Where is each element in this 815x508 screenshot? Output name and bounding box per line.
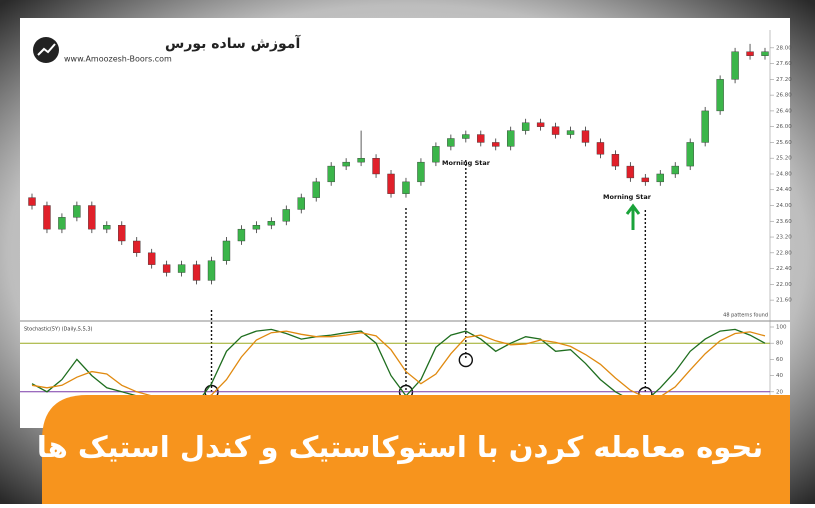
candle-body [417, 161, 425, 183]
candle-body [357, 158, 365, 163]
pattern-count: 48 patterns found [723, 313, 768, 319]
candle-body [506, 130, 515, 147]
y-tick-label: 22.40 [776, 266, 792, 272]
candle-body [462, 134, 470, 139]
candle-body [133, 240, 141, 254]
y-tick-label: 22.80 [776, 250, 792, 256]
banner-title: نحوه معامله کردن با استوکاستیک و کندل اس… [37, 430, 763, 464]
signal-circle [458, 352, 474, 368]
y-tick-label: 27.60 [776, 61, 792, 67]
candle-body [342, 161, 350, 167]
candle-body [207, 260, 216, 281]
logo-name: آموزش ساده بورس [165, 34, 301, 52]
candle-body [492, 142, 500, 147]
candle-body [192, 264, 201, 281]
candle-body [297, 197, 305, 210]
y-tick-label: 26.40 [776, 108, 792, 114]
candle-body [118, 225, 126, 242]
y-tick-label: 100 [776, 325, 787, 331]
candle-body [626, 165, 635, 179]
indicator-title: Stochastic(5Y) (Daily,5,5,3) [24, 327, 93, 333]
candle-body [641, 177, 650, 183]
candle-body [716, 79, 724, 112]
candle-body [731, 51, 739, 80]
candle-body [611, 154, 620, 167]
y-tick-label: 80 [776, 341, 783, 347]
candle-body [327, 165, 335, 183]
candle-body [162, 264, 171, 273]
y-tick-label: 60 [776, 357, 783, 363]
y-tick-label: 25.60 [776, 140, 792, 146]
candle-body [267, 221, 276, 226]
candle-body [372, 158, 380, 175]
y-tick-label: 22.00 [776, 282, 792, 288]
candle-body [761, 51, 769, 56]
candle-body [312, 181, 320, 198]
candle-body [521, 122, 530, 131]
logo: آموزش ساده بورس www.Amoozesh-Boors.com [33, 34, 301, 64]
y-tick-label: 27.20 [776, 77, 792, 83]
candle-body [551, 126, 560, 135]
candle-body [656, 173, 664, 183]
candle-body [581, 130, 590, 143]
y-tick-label: 26.00 [776, 124, 792, 130]
banner [42, 395, 790, 504]
candle-body [222, 240, 231, 261]
candle-body [447, 138, 455, 147]
pattern-label: Morning Star [603, 193, 652, 201]
candle-body [536, 122, 545, 127]
candle-body [28, 197, 36, 206]
logo-url: www.Amoozesh-Boors.com [64, 55, 172, 64]
candle-body [58, 217, 66, 230]
candle-body [596, 142, 605, 155]
logo-arrow [37, 43, 56, 56]
y-tick-label: 26.80 [776, 93, 792, 99]
y-tick-label: 21.60 [776, 298, 792, 304]
candle-body [252, 225, 261, 230]
candle-body [686, 142, 694, 167]
candle-body [432, 146, 440, 163]
candle-body [671, 165, 679, 175]
y-tick-label: 24.80 [776, 171, 792, 177]
candle-body [43, 205, 51, 230]
candle-body [701, 110, 709, 143]
signal-arrow [625, 203, 641, 230]
candle-body [387, 173, 395, 194]
candle-body [147, 252, 156, 265]
candle-body [88, 205, 96, 230]
y-tick-label: 24.00 [776, 203, 792, 209]
y-tick-label: 25.20 [776, 156, 792, 162]
candle-body [73, 205, 81, 218]
y-tick-label: 23.60 [776, 219, 792, 225]
candle-body [177, 264, 186, 273]
candle-body [103, 225, 111, 230]
candle-body [477, 134, 485, 143]
candle-body [282, 209, 291, 222]
y-tick-label: 28.00 [776, 45, 792, 51]
chart-panel [20, 18, 790, 428]
y-tick-label: 20 [776, 389, 783, 395]
y-tick-label: 24.40 [776, 187, 792, 193]
candle-body [237, 228, 246, 242]
candle-body [402, 181, 410, 194]
y-tick-label: 40 [776, 373, 783, 379]
pattern-label: Morning Star [442, 159, 491, 167]
y-tick-label: 23.20 [776, 235, 792, 241]
candle-body [566, 130, 575, 135]
candle-body [746, 51, 754, 56]
